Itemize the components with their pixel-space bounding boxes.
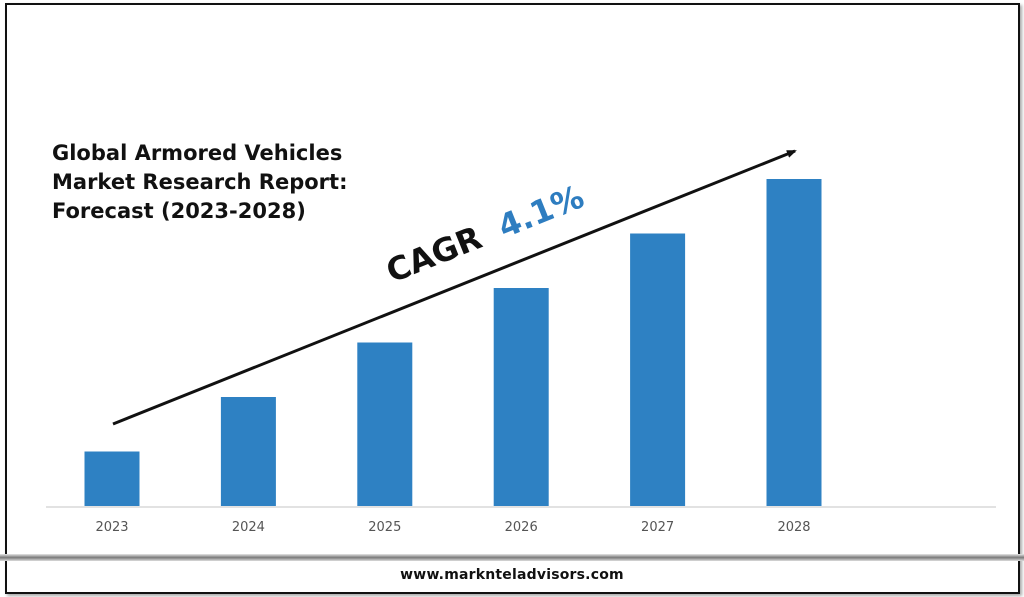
x-tick-label: 2023: [95, 520, 128, 535]
title-line-1: Global Armored Vehicles: [52, 141, 343, 165]
trend-arrow: [112, 149, 797, 426]
bar-2025: [357, 342, 413, 506]
x-tick-label: 2028: [777, 520, 810, 535]
chart-title: Global Armored Vehicles Market Research …: [52, 139, 372, 226]
bar-2023: [84, 451, 140, 506]
x-tick-label: 2024: [232, 520, 265, 535]
x-tick-label: 2027: [641, 520, 674, 535]
title-line-3: Forecast (2023-2028): [52, 199, 306, 223]
bars-group: [84, 179, 822, 506]
bar-2026: [493, 288, 549, 506]
footer-url: www.marknteladvisors.com: [400, 567, 624, 583]
bar-2024: [220, 397, 276, 506]
bar-2028: [766, 179, 822, 506]
title-line-2: Market Research Report:: [52, 170, 348, 194]
bar-2027: [630, 233, 686, 506]
x-tick-labels: 2023 2024 2025 2026 2027 2028: [95, 520, 810, 535]
footer-divider: [0, 554, 1024, 561]
x-tick-label: 2025: [368, 520, 401, 535]
x-tick-label: 2026: [505, 520, 538, 535]
cagr-value: 4.1%: [493, 178, 590, 246]
